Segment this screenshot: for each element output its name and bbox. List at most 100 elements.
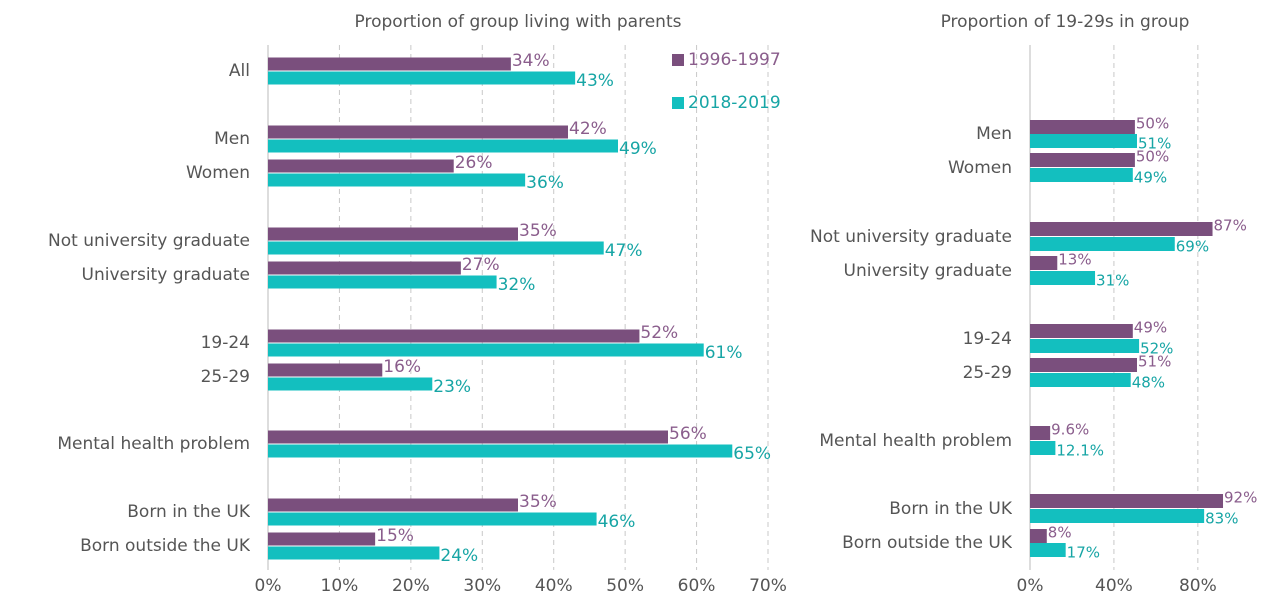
x-tick-label: 0%: [255, 576, 282, 596]
legend-swatch: [672, 54, 684, 66]
value-label: 16%: [383, 357, 421, 377]
value-label: 48%: [1132, 374, 1165, 392]
y-label-box: Women: [947, 157, 1012, 178]
value-label: 56%: [669, 424, 707, 444]
bar: [268, 444, 733, 458]
chart-title: Proportion of group living with parents: [355, 12, 682, 32]
x-tick-label: 50%: [606, 576, 644, 596]
y-label-box: All: [229, 61, 250, 81]
y-tick-label: 25-29: [962, 362, 1012, 383]
bar: [268, 532, 376, 546]
bar: [1030, 324, 1133, 338]
bar: [268, 57, 511, 71]
value-label: 52%: [1140, 340, 1173, 358]
chart-title: Proportion of 19-29s in group: [941, 12, 1190, 32]
y-label-box: 25-29: [962, 362, 1012, 383]
bar: [268, 173, 526, 187]
y-tick-label: Born outside the UK: [842, 533, 1012, 553]
value-label: 26%: [455, 153, 493, 173]
value-label: 49%: [1134, 319, 1167, 337]
value-label: 35%: [519, 492, 557, 512]
value-label: 50%: [1136, 148, 1169, 166]
y-label-box: 19-24: [201, 333, 250, 353]
y-label-box: Women: [186, 163, 250, 183]
bar: [1030, 168, 1133, 182]
bar: [1030, 441, 1056, 455]
bar: [1030, 358, 1137, 372]
bar: [268, 430, 668, 444]
value-label: 50%: [1136, 115, 1169, 133]
bar: [1030, 509, 1205, 523]
value-label: 36%: [526, 173, 564, 193]
y-label-box: University graduate: [843, 260, 1012, 281]
value-label: 49%: [619, 139, 657, 159]
x-tick-label: 0%: [1017, 576, 1044, 596]
y-tick-label: 25-29: [200, 367, 250, 387]
value-label: 43%: [576, 71, 614, 91]
bar: [1030, 134, 1137, 148]
y-tick-label: Men: [976, 124, 1012, 144]
x-tick-label: 40%: [1095, 576, 1133, 596]
y-label-box: University graduate: [81, 265, 250, 285]
bar: [268, 125, 568, 139]
value-label: 17%: [1067, 544, 1100, 562]
bar: [1030, 529, 1047, 543]
bar: [1030, 373, 1131, 387]
y-tick-label: Not university graduate: [810, 226, 1012, 247]
x-tick-label: 40%: [535, 576, 573, 596]
value-label: 15%: [376, 526, 414, 546]
value-label: 61%: [705, 343, 743, 363]
bar: [1030, 494, 1224, 508]
legend-label: 2018-2019: [688, 93, 781, 113]
bar: [1030, 237, 1175, 251]
y-label-box: 25-29: [200, 367, 250, 387]
y-label-box: Born outside the UK: [842, 533, 1012, 553]
value-label: 12.1%: [1056, 442, 1104, 460]
value-label: 34%: [512, 51, 550, 71]
x-tick-label: 60%: [678, 576, 716, 596]
bar: [1030, 339, 1140, 353]
bar: [268, 227, 518, 241]
bar: [268, 512, 597, 526]
value-label: 35%: [519, 221, 557, 241]
value-label: 46%: [598, 512, 636, 532]
y-tick-label: Mental health problem: [819, 430, 1012, 451]
value-label: 13%: [1058, 251, 1091, 269]
y-tick-label: University graduate: [843, 260, 1012, 281]
bar: [1030, 256, 1058, 270]
value-label: 92%: [1224, 489, 1257, 507]
legend-swatch: [672, 97, 684, 109]
bar: [1030, 120, 1135, 134]
y-label-box: Mental health problem: [819, 430, 1012, 451]
y-tick-label: University graduate: [81, 265, 250, 285]
bar: [1030, 222, 1213, 236]
y-label-box: Not university graduate: [48, 231, 250, 251]
bar: [268, 159, 454, 173]
y-label-box: Not university graduate: [810, 226, 1012, 247]
value-label: 69%: [1176, 238, 1209, 256]
y-label-box: Born outside the UK: [80, 536, 250, 556]
y-label-box: 19-24: [962, 328, 1012, 349]
value-label: 65%: [733, 444, 771, 464]
value-label: 51%: [1138, 353, 1171, 371]
value-label: 52%: [640, 323, 678, 343]
y-tick-label: 19-24: [962, 328, 1012, 349]
value-label: 24%: [440, 546, 478, 566]
bar: [1030, 543, 1066, 557]
value-label: 47%: [605, 241, 643, 261]
bar: [1030, 426, 1051, 440]
bar: [268, 377, 433, 391]
y-tick-label: Born in the UK: [127, 502, 250, 522]
bar: [1030, 153, 1135, 167]
x-tick-label: 30%: [463, 576, 501, 596]
value-label: 31%: [1096, 272, 1129, 290]
y-tick-label: Born in the UK: [889, 498, 1012, 519]
value-label: 27%: [462, 255, 500, 275]
value-label: 32%: [498, 275, 536, 295]
value-label: 87%: [1214, 217, 1247, 235]
y-tick-label: Not university graduate: [48, 231, 250, 251]
y-tick-label: Mental health problem: [57, 434, 250, 454]
y-tick-label: Women: [947, 157, 1012, 178]
x-tick-label: 70%: [749, 576, 787, 596]
